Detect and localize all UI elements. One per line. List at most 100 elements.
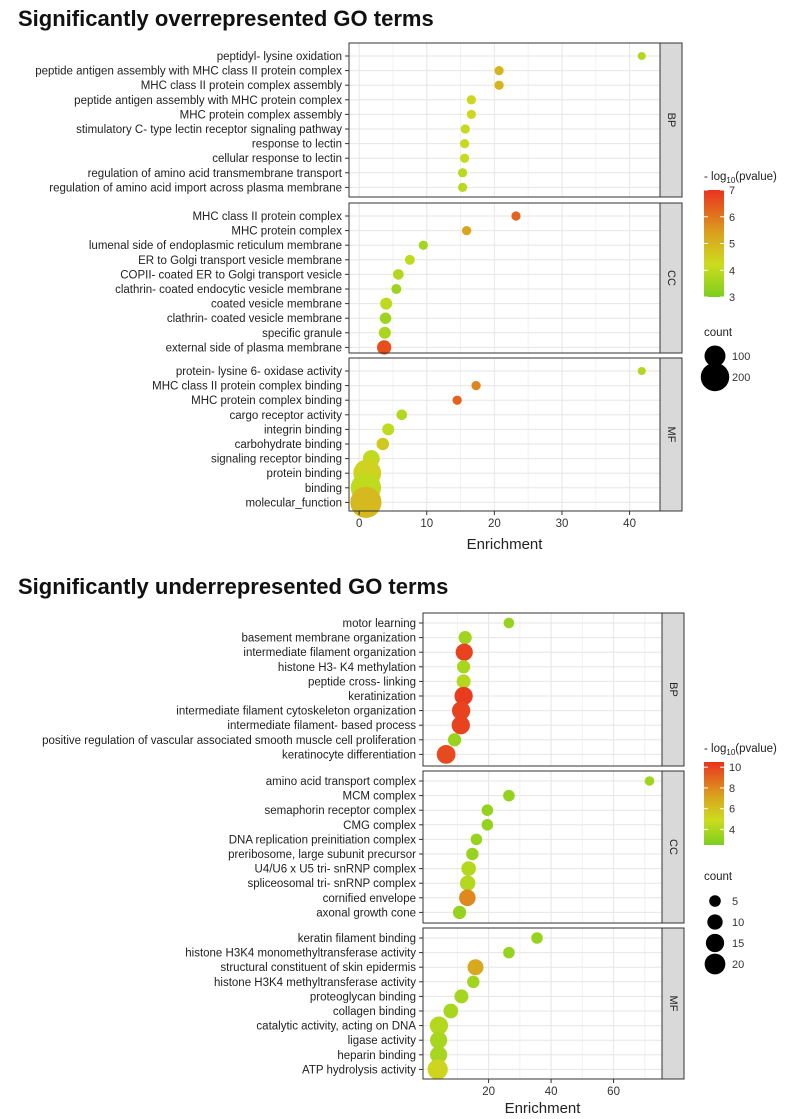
data-point <box>459 875 476 891</box>
data-point <box>467 975 480 989</box>
size-legend-dot <box>700 362 730 392</box>
y-tick-label: proteoglycan binding <box>310 991 416 1003</box>
facet-strip <box>659 357 683 512</box>
data-point <box>455 643 473 661</box>
panel-background <box>423 928 662 1079</box>
facet-label: CC <box>667 839 679 855</box>
y-tick-label: amino acid transport complex <box>266 776 416 788</box>
y-tick-label: DNA replication preinitiation complex <box>229 834 417 846</box>
size-legend-title: count <box>704 327 733 339</box>
data-point <box>459 138 470 149</box>
size-legend-label: 15 <box>732 938 744 950</box>
x-tick-label: 30 <box>556 518 569 530</box>
x-tick-label: 40 <box>545 1086 558 1098</box>
facet-strip <box>661 927 685 1080</box>
y-tick-label: specific granule <box>262 328 342 340</box>
facet-strip <box>659 42 683 198</box>
data-point <box>350 486 382 518</box>
y-tick-label: signaling receptor binding <box>211 454 342 466</box>
y-tick-label: binding <box>305 483 342 495</box>
data-point <box>494 65 504 76</box>
color-legend-title: - log10(pvalue) <box>704 171 777 185</box>
chart-title-underrepresented: Significantly underrepresented GO terms <box>18 574 449 599</box>
y-tick-label: axonal growth cone <box>316 907 416 919</box>
y-tick-label: carbohydrate binding <box>235 439 342 451</box>
data-point <box>418 240 428 250</box>
y-tick-label: peptide antigen assembly with MHC protei… <box>74 95 342 107</box>
size-legend-label: 100 <box>732 351 750 363</box>
data-point <box>511 211 521 221</box>
y-tick-label: preribosome, large subunit precursor <box>228 849 416 861</box>
size-legend-dot <box>709 895 721 907</box>
y-tick-label: cornified envelope <box>323 893 416 905</box>
color-legend-label: 8 <box>729 783 735 795</box>
x-tick-label: 40 <box>623 518 636 530</box>
y-tick-label: regulation of amino acid import across p… <box>49 182 342 194</box>
facet-label: MF <box>665 427 677 443</box>
color-legend-bar <box>704 190 724 297</box>
y-tick-label: stimulatory C- type lectin receptor sign… <box>76 124 342 136</box>
size-legend-label: 10 <box>732 917 744 929</box>
x-tick-label: 0 <box>356 518 362 530</box>
y-tick-label: histone H3K4 monomethyltransferase activ… <box>185 948 416 960</box>
data-point <box>396 409 408 421</box>
y-tick-label: cellular response to lectin <box>212 153 342 165</box>
data-point <box>380 297 393 310</box>
chart-1: motor learning basement membrane organiza… <box>42 612 777 1117</box>
color-legend-label: 4 <box>729 265 735 277</box>
data-point <box>436 745 456 764</box>
color-legend-label: 5 <box>729 239 735 251</box>
color-legend-title: - log10(pvalue) <box>704 743 777 757</box>
facet-cc: amino acid transport complex MCM complex s… <box>228 770 685 924</box>
y-tick-label: heparin binding <box>337 1050 416 1062</box>
data-point <box>376 340 392 355</box>
data-point <box>531 932 543 944</box>
x-tick-label: 20 <box>482 1086 495 1098</box>
color-legend-bar <box>704 762 724 845</box>
y-tick-label: ER to Golgi transport vesicle membrane <box>138 255 342 267</box>
data-point <box>451 701 471 720</box>
y-tick-label: collagen binding <box>333 1006 416 1018</box>
data-point <box>430 1031 448 1049</box>
y-tick-label: MHC protein complex assembly <box>180 109 343 121</box>
color-legend-label: 6 <box>729 804 735 816</box>
y-tick-label: peptide cross- linking <box>308 676 416 688</box>
data-point <box>404 254 415 265</box>
y-tick-label: molecular_function <box>245 497 342 509</box>
chart-0: peptidyl- lysine oxidation peptide antige… <box>35 42 777 553</box>
y-tick-label: ATP hydrolysis activity <box>302 1064 416 1076</box>
color-legend-label: 10 <box>729 762 741 774</box>
x-axis-label: Enrichment <box>505 1100 582 1117</box>
y-tick-label: response to lectin <box>252 139 342 151</box>
facet-bp: peptidyl- lysine oxidation peptide antige… <box>35 42 683 198</box>
panel-background <box>349 358 660 511</box>
data-point <box>454 686 473 706</box>
color-legend-label: 4 <box>729 824 735 836</box>
data-point <box>471 380 481 391</box>
data-point <box>391 284 402 294</box>
x-tick-label: 60 <box>607 1086 620 1098</box>
color-legend-label: 6 <box>729 212 735 224</box>
y-tick-label: protein binding <box>267 468 342 480</box>
y-tick-label: semaphorin receptor complex <box>265 805 417 817</box>
chart-title-overrepresented: Significantly overrepresented GO terms <box>18 6 434 31</box>
y-tick-label: MHC protein complex <box>231 226 342 238</box>
y-tick-label: peptidyl- lysine oxidation <box>217 51 342 63</box>
y-tick-label: keratin filament binding <box>298 933 416 945</box>
y-tick-label: intermediate filament cytoskeleton organ… <box>176 706 416 718</box>
data-point <box>447 733 462 747</box>
y-tick-label: keratinization <box>348 691 416 703</box>
data-point <box>466 109 476 120</box>
y-tick-label: histone H3K4 methyltransferase activity <box>214 977 416 989</box>
y-tick-label: integrin binding <box>264 424 342 436</box>
data-point <box>376 437 390 451</box>
x-axis-label: Enrichment <box>467 536 544 553</box>
size-legend-dot <box>704 345 726 367</box>
data-point <box>379 312 392 324</box>
data-point <box>459 153 470 163</box>
data-point <box>382 423 395 436</box>
color-legend-label: 3 <box>729 292 735 304</box>
data-point <box>466 95 476 105</box>
data-point <box>452 395 462 405</box>
y-tick-label: regulation of amino acid transmembrane t… <box>88 168 343 180</box>
